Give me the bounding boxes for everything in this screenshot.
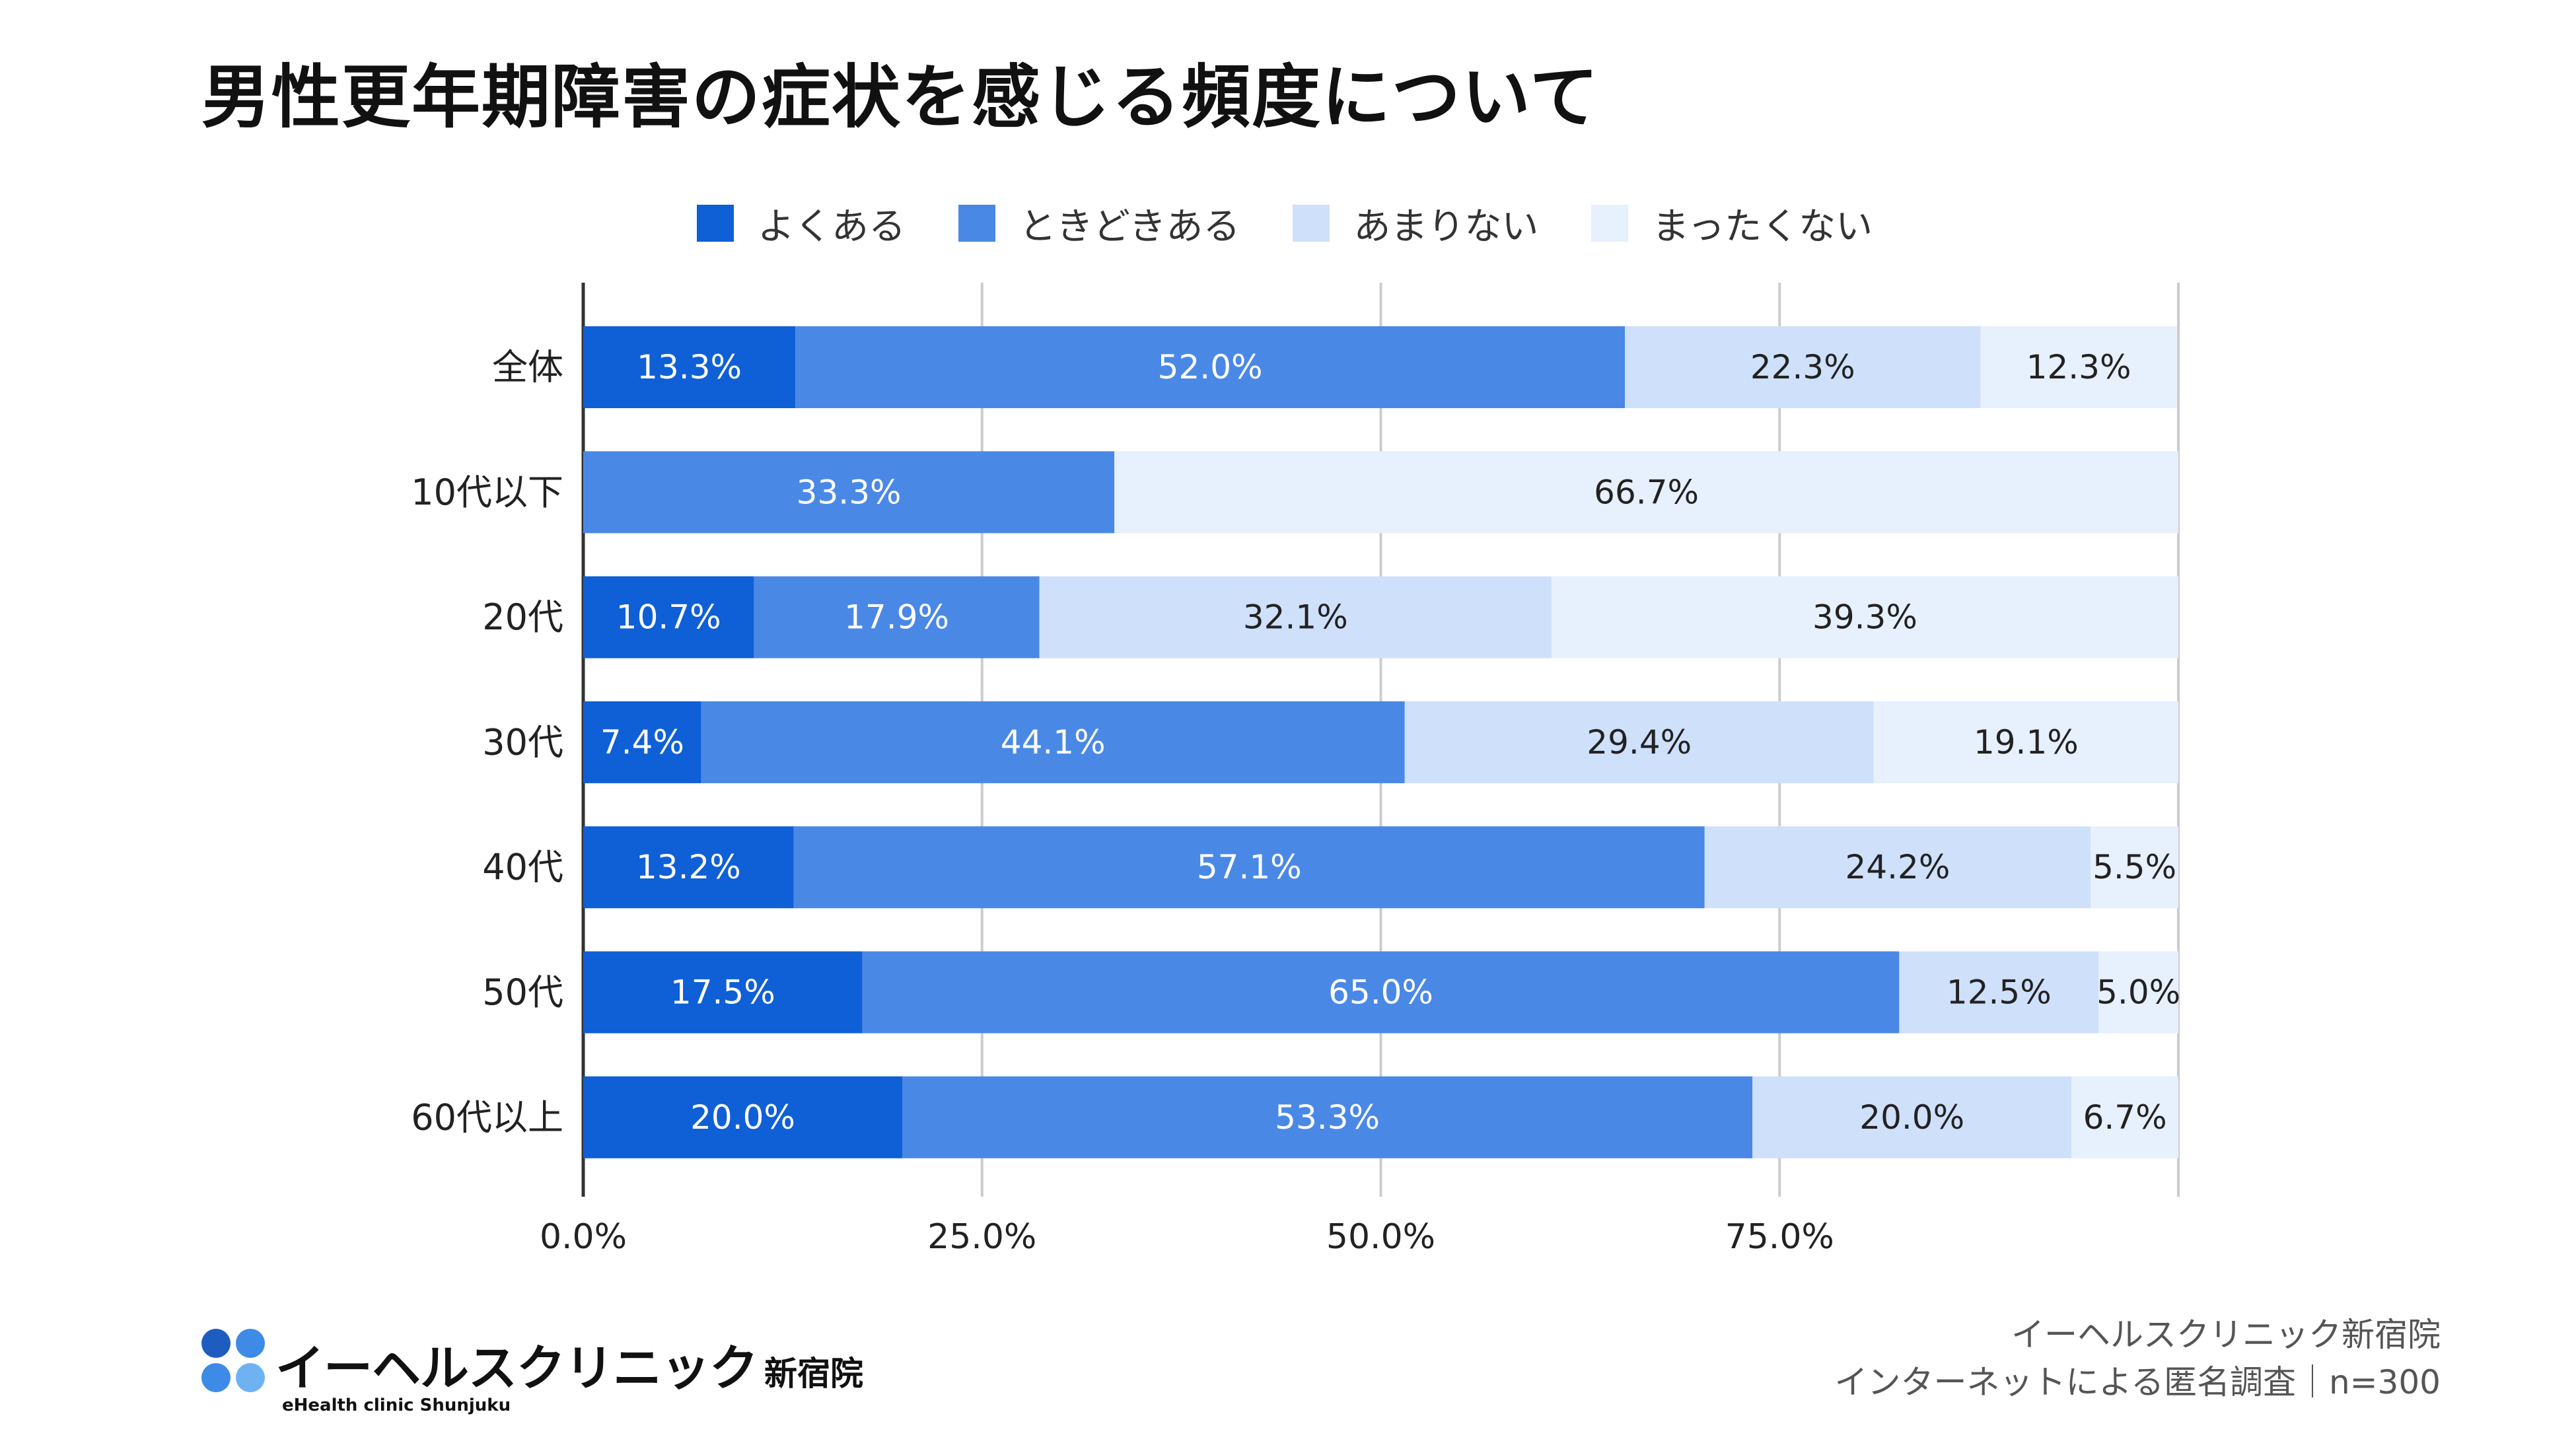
legend-label-sometimes: ときどきある bbox=[1019, 205, 1240, 248]
data-label: 12.5% bbox=[1947, 973, 2052, 1012]
data-label: 33.3% bbox=[797, 473, 902, 511]
logo-branch: 新宿院 bbox=[764, 1355, 863, 1393]
x-tick-label: 25.0% bbox=[927, 1217, 1036, 1257]
x-tick-label: 0.0% bbox=[540, 1217, 627, 1257]
legend-item-never: まったくない bbox=[1591, 197, 1873, 250]
data-label: 17.5% bbox=[670, 973, 775, 1012]
data-label: 66.7% bbox=[1594, 473, 1699, 511]
bar-segment bbox=[793, 826, 1705, 909]
clinic-logo: イーヘルスクリニック 新宿院 eHealth clinic Shunjuku bbox=[201, 1329, 863, 1415]
bar-segment bbox=[1752, 1076, 2072, 1158]
data-label: 17.9% bbox=[844, 598, 949, 637]
data-label: 12.3% bbox=[2026, 348, 2131, 386]
bar-segment bbox=[583, 826, 794, 909]
logo-name: イーヘルスクリニック bbox=[275, 1340, 758, 1397]
logo-english-name: eHealth clinic Shunjuku bbox=[282, 1396, 511, 1415]
chart-legend: よくある ときどきある あまりない まったくない bbox=[697, 197, 1925, 250]
data-label: 5.5% bbox=[2093, 848, 2176, 886]
data-label: 65.0% bbox=[1328, 973, 1433, 1012]
legend-swatch-often bbox=[697, 205, 734, 242]
legend-swatch-never bbox=[1591, 205, 1629, 242]
data-label: 20.0% bbox=[690, 1098, 795, 1137]
data-label: 7.4% bbox=[600, 723, 684, 761]
bar-segment bbox=[1039, 576, 1552, 658]
legend-label-never: まったくない bbox=[1652, 205, 1873, 248]
category-label: 30代 bbox=[482, 721, 563, 763]
bar-segment bbox=[583, 326, 796, 408]
data-label: 10.7% bbox=[616, 598, 721, 637]
bar-segment bbox=[2098, 951, 2178, 1034]
bar-segment bbox=[583, 576, 754, 658]
bar-segment bbox=[583, 1076, 902, 1158]
chart-title: 男性更年期障害の症状を感じる頻度について bbox=[201, 57, 1600, 137]
data-label: 53.3% bbox=[1275, 1098, 1380, 1137]
x-tick-label: 50.0% bbox=[1326, 1217, 1435, 1257]
bar-segment bbox=[862, 951, 1900, 1034]
data-label: 32.1% bbox=[1243, 598, 1348, 637]
bar-segment bbox=[1114, 451, 2178, 534]
bar-segment bbox=[1551, 576, 2178, 658]
bar-segment bbox=[583, 451, 1115, 534]
data-label: 19.1% bbox=[1974, 723, 2079, 761]
bar-segment bbox=[1899, 951, 2099, 1034]
data-label: 24.2% bbox=[1845, 848, 1950, 886]
category-label: 20代 bbox=[482, 596, 563, 638]
bar-segment bbox=[795, 326, 1625, 408]
data-label: 22.3% bbox=[1750, 348, 1855, 386]
category-label: 全体 bbox=[492, 347, 563, 388]
bar-segment bbox=[1980, 326, 2177, 408]
legend-swatch-rarely bbox=[1293, 205, 1330, 242]
data-label: 13.2% bbox=[636, 848, 741, 886]
data-label: 5.0% bbox=[2096, 973, 2180, 1012]
category-label: 40代 bbox=[482, 847, 563, 888]
bar-segment bbox=[1873, 701, 2178, 783]
data-label: 6.7% bbox=[2083, 1098, 2167, 1137]
source-line-1: イーヘルスクリニック新宿院 bbox=[2011, 1316, 2441, 1354]
bar-segment bbox=[583, 701, 701, 783]
bar-segment bbox=[1624, 326, 1981, 408]
data-label: 39.3% bbox=[1812, 598, 1917, 637]
legend-label-often: よくある bbox=[758, 205, 906, 248]
source-line-2: インターネットによる匿名調査｜n=300 bbox=[1834, 1363, 2441, 1401]
bar-segment bbox=[2091, 826, 2178, 909]
bar-segment bbox=[2071, 1076, 2178, 1158]
data-label: 57.1% bbox=[1197, 848, 1302, 886]
category-label: 60代以上 bbox=[411, 1096, 563, 1138]
bar-segment bbox=[701, 701, 1405, 783]
category-label: 10代以下 bbox=[411, 472, 563, 513]
bar-segment bbox=[1404, 701, 1874, 783]
source-note: イーヘルスクリニック新宿院 インターネットによる匿名調査｜n=300 bbox=[1834, 1311, 2441, 1406]
legend-item-often: よくある bbox=[697, 197, 906, 250]
bar-segment bbox=[902, 1076, 1753, 1158]
legend-label-rarely: あまりない bbox=[1353, 205, 1539, 248]
legend-swatch-sometimes bbox=[958, 205, 995, 242]
x-tick-label: 75.0% bbox=[1725, 1217, 1834, 1257]
data-label: 29.4% bbox=[1587, 723, 1692, 761]
legend-item-rarely: あまりない bbox=[1293, 197, 1538, 250]
legend-item-sometimes: ときどきある bbox=[958, 197, 1240, 250]
bar-segment bbox=[1704, 826, 2091, 909]
data-label: 13.3% bbox=[637, 348, 742, 386]
data-label: 20.0% bbox=[1859, 1098, 1964, 1137]
logo-dots-icon bbox=[201, 1329, 268, 1395]
data-label: 44.1% bbox=[1001, 723, 1106, 761]
data-label: 52.0% bbox=[1158, 348, 1263, 386]
category-label: 50代 bbox=[482, 972, 563, 1013]
bar-segment bbox=[754, 576, 1040, 658]
bar-segment bbox=[583, 951, 863, 1034]
